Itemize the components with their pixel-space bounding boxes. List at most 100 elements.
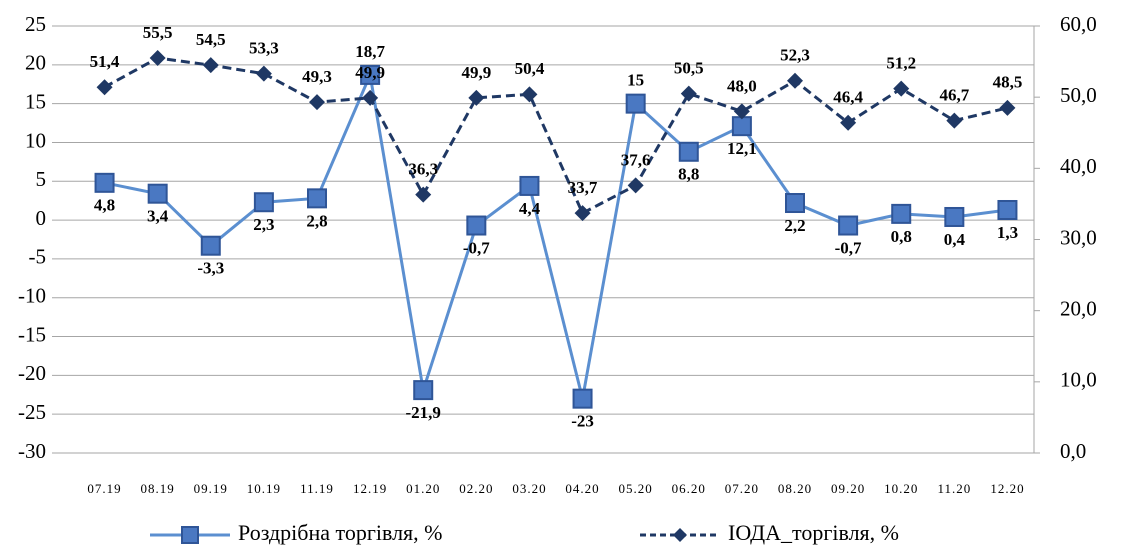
marker: [891, 203, 912, 224]
y2-tick-label: 20,0: [1060, 296, 1097, 320]
marker: [360, 64, 381, 85]
y-tick-label: 20: [25, 51, 46, 75]
x-tick-label: 07.20: [725, 481, 759, 496]
x-tick-label: 08.20: [778, 481, 812, 496]
marker: [946, 112, 963, 129]
y-tick-label: -10: [18, 284, 46, 308]
marker: [202, 57, 219, 74]
x-tick-label: 10.19: [247, 481, 281, 496]
marker: [572, 388, 593, 409]
data-label: 1,3: [997, 223, 1018, 242]
data-label: 48,5: [993, 73, 1023, 92]
x-tick-label: 06.20: [672, 481, 706, 496]
marker: [96, 79, 113, 96]
marker: [466, 215, 487, 236]
data-label: 51,2: [886, 54, 916, 73]
marker: [625, 93, 646, 114]
y2-tick-label: 50,0: [1060, 83, 1097, 107]
marker: [200, 235, 221, 256]
data-label: 37,6: [621, 150, 651, 169]
data-label: 0,8: [891, 227, 912, 246]
data-label: 46,7: [939, 86, 969, 105]
data-label: 49,9: [461, 63, 491, 82]
x-tick-label: 03.20: [512, 481, 546, 496]
data-label: 36,3: [408, 160, 438, 179]
data-label: -3,3: [197, 259, 224, 278]
x-tick-label: 01.20: [406, 481, 440, 496]
data-label: 46,4: [833, 88, 863, 107]
marker: [253, 192, 274, 213]
marker: [413, 380, 434, 401]
data-label: 55,5: [143, 23, 173, 42]
x-tick-label: 04.20: [565, 481, 599, 496]
x-tick-label: 08.19: [141, 481, 175, 496]
x-tick-label: 07.19: [87, 481, 121, 496]
data-label: -23: [571, 412, 594, 431]
data-label: 48,0: [727, 76, 757, 95]
x-tick-label: 05.20: [619, 481, 653, 496]
data-label: 54,5: [196, 30, 226, 49]
marker: [997, 199, 1018, 220]
data-label: 18,7: [355, 42, 385, 61]
marker: [149, 50, 166, 67]
data-label: 12,1: [727, 139, 757, 158]
data-label: 49,3: [302, 67, 332, 86]
marker: [999, 99, 1016, 116]
marker: [787, 72, 803, 89]
x-tick-label: 02.20: [459, 481, 493, 496]
marker: [147, 183, 168, 204]
y-tick-label: -20: [18, 361, 46, 385]
legend-marker: [673, 528, 687, 542]
y2-tick-label: 40,0: [1060, 154, 1097, 178]
marker: [307, 188, 327, 209]
y-tick-label: 5: [36, 167, 47, 191]
marker: [840, 114, 857, 131]
data-label: 2,3: [253, 215, 274, 234]
y-tick-label: -25: [18, 400, 46, 424]
data-label: 33,7: [568, 178, 598, 197]
x-tick-label: 12.19: [353, 481, 387, 496]
x-tick-label: 11.20: [937, 481, 971, 496]
data-label: -21,9: [406, 403, 441, 422]
data-label: 52,3: [780, 46, 810, 65]
data-label: 2,2: [784, 216, 805, 235]
marker: [94, 172, 115, 193]
marker: [519, 175, 540, 196]
marker: [893, 80, 910, 97]
y-tick-label: -30: [18, 439, 46, 463]
x-tick-label: 09.20: [831, 481, 865, 496]
marker: [680, 85, 697, 102]
marker: [521, 86, 538, 103]
data-label: 49,9: [355, 63, 385, 82]
legend-label: Роздрібна торгівля, %: [238, 520, 443, 545]
marker: [255, 65, 272, 82]
marker: [785, 193, 805, 214]
y-tick-label: -5: [29, 245, 47, 269]
data-label: 50,4: [515, 59, 545, 78]
y-tick-label: 0: [36, 206, 47, 230]
marker: [627, 177, 644, 194]
data-label: -0,7: [835, 238, 862, 257]
marker: [733, 103, 750, 120]
y2-tick-label: 0,0: [1060, 439, 1086, 463]
y-tick-label: 25: [25, 12, 46, 36]
y-tick-label: 10: [25, 128, 46, 152]
data-label: 15: [627, 71, 644, 90]
data-label: 4,8: [94, 196, 115, 215]
series-line: [104, 69, 1008, 400]
marker: [574, 205, 591, 222]
data-label: 51,4: [90, 52, 120, 71]
data-label: 8,8: [678, 165, 699, 184]
marker: [309, 94, 325, 111]
data-label: 3,4: [147, 207, 169, 226]
series-line: [103, 56, 1008, 216]
data-label: 2,8: [306, 211, 327, 230]
y-tick-label: -15: [18, 322, 46, 346]
y2-tick-label: 60,0: [1060, 12, 1097, 36]
data-label: -0,7: [463, 238, 490, 257]
marker: [838, 215, 859, 236]
data-label: 4,4: [519, 199, 541, 218]
data-label: 0,4: [944, 230, 966, 249]
legend-label: ІОДА_торгівля, %: [728, 520, 899, 545]
